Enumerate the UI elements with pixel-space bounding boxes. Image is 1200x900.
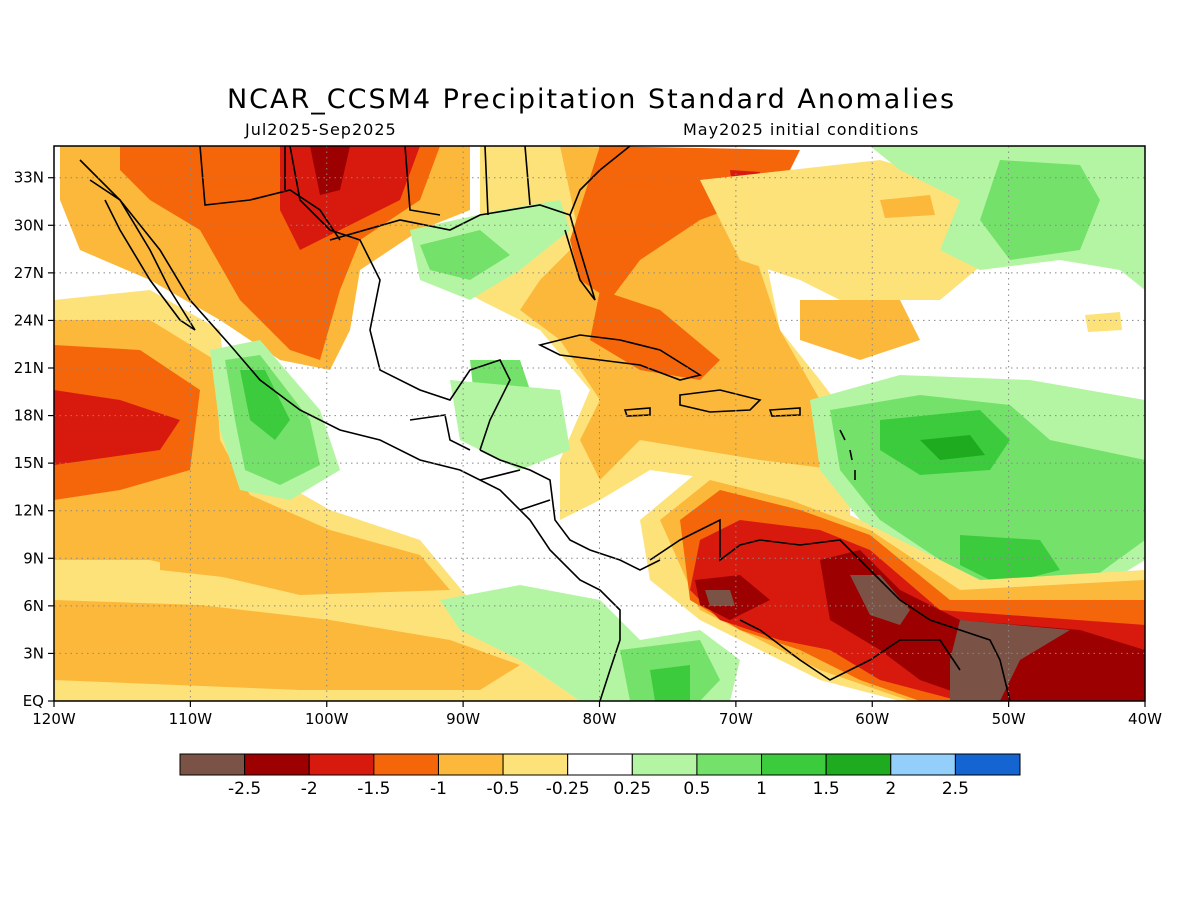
anomaly-atlantic-north-wet2 — [980, 160, 1100, 260]
anomaly-eastpac-band — [160, 540, 440, 585]
lon-tick-label: 90W — [446, 710, 480, 728]
anomaly-atlantic-patch — [800, 300, 920, 360]
colorbar-label: -2 — [301, 779, 318, 799]
colorbar-swatch — [954, 753, 1021, 776]
coastline-central-america — [479, 449, 661, 571]
coastline-jamaica — [623, 407, 651, 417]
border-us-mexico — [199, 146, 341, 241]
anomaly-mexico-core — [280, 146, 420, 250]
lat-tick-label: 3N — [23, 644, 44, 662]
lat-tick-label: 33N — [14, 169, 44, 187]
coastlines — [79, 146, 1011, 701]
lat-tick-label: EQ — [23, 692, 44, 710]
coastline-mexico-pacific — [79, 159, 621, 701]
colorbar-label: 2.5 — [942, 779, 969, 799]
colorbar-swatch — [696, 753, 763, 776]
border-south-america — [739, 619, 961, 681]
anomaly-sam-peak — [850, 575, 910, 625]
border-central-america — [409, 414, 551, 511]
colorbar-label: 0.25 — [613, 779, 651, 799]
border-us-states — [284, 146, 531, 216]
anomaly-atlantic-light — [700, 160, 1000, 300]
colorbar-label: 2 — [885, 779, 896, 799]
coastline-us-gulf — [329, 204, 596, 301]
anomaly-atlantic-east — [1085, 312, 1122, 332]
coastline-south-america — [649, 518, 1011, 701]
lat-tick-label: 27N — [14, 264, 44, 282]
colorbar-swatch — [308, 753, 375, 776]
anomaly-mdr-core-south — [960, 535, 1060, 585]
lat-tick-label: 18N — [14, 407, 44, 425]
coastline-puerto-rico — [768, 407, 801, 417]
coastline-hispaniola — [679, 389, 762, 413]
colorbar-swatch — [244, 753, 310, 776]
gridlines — [54, 146, 1145, 701]
lat-tick-label: 30N — [14, 216, 44, 234]
anomaly-venezuela-peak — [705, 590, 735, 606]
initial-conditions: May2025 initial conditions — [683, 120, 920, 139]
coastline-cuba — [537, 334, 703, 381]
lat-tick-label: 9N — [23, 549, 44, 567]
anomaly-guianas-peak — [950, 620, 1070, 701]
lon-tick-label: 60W — [855, 710, 889, 728]
colorbar-label: 1.5 — [813, 779, 840, 799]
colorbar-swatch — [502, 753, 569, 776]
colorbar-label: -0.5 — [486, 779, 519, 799]
colorbar-swatch — [890, 753, 956, 776]
lat-tick-label: 6N — [23, 597, 44, 615]
anomaly-colombia-core — [650, 665, 690, 701]
anomaly-mexico-extreme — [310, 146, 350, 195]
lon-tick-label: 120W — [32, 710, 76, 728]
lat-tick-label: 15N — [14, 454, 44, 472]
anomaly-eastpac-south — [54, 600, 520, 690]
coastline-baja — [89, 179, 196, 331]
colorbar-label: -1 — [430, 779, 447, 799]
lon-tick-label: 50W — [992, 710, 1026, 728]
colorbar-label: -0.25 — [546, 779, 590, 799]
lon-tick-label: 40W — [1128, 710, 1162, 728]
colorbar-swatch — [373, 753, 439, 776]
colorbar-label: -2.5 — [228, 779, 261, 799]
colorbar-swatch — [437, 753, 504, 776]
colorbar-swatch — [761, 753, 827, 776]
axis-ticks: 120W 110W 100W 90W 80W 70W 60W 50W 40W EQ 3N 6N 9N 12… — [14, 169, 1162, 728]
anomaly-atlantic-dot — [880, 195, 935, 218]
colorbar-swatch — [631, 753, 698, 776]
colorbar-label: -1.5 — [357, 779, 390, 799]
lat-tick-label: 21N — [14, 359, 44, 377]
lon-tick-label: 100W — [305, 710, 349, 728]
colorbar-swatch — [179, 753, 246, 776]
lon-tick-label: 110W — [169, 710, 213, 728]
anomaly-mdr-peak — [920, 435, 985, 460]
colorbar-swatch — [567, 753, 633, 776]
anomaly-eastpac-core — [54, 390, 180, 465]
forecast-period: Jul2025-Sep2025 — [245, 120, 397, 139]
lon-tick-label: 70W — [719, 710, 753, 728]
lon-tick-label: 80W — [583, 710, 617, 728]
map-title: NCAR_CCSM4 Precipitation Standard Anomal… — [226, 84, 957, 115]
colorbar: -2.5 -2 -1.5 -1 -0.5 -0.25 0.25 0.5 1 1.5 2 2.5 — [179, 753, 1021, 799]
anomaly-field — [54, 146, 1145, 701]
anomaly-wmexico-core — [240, 370, 290, 440]
lat-tick-label: 24N — [14, 311, 44, 329]
lat-tick-label: 12N — [14, 502, 44, 520]
coastline-lesser-antilles — [839, 429, 856, 480]
anomaly-bahamas-strong — [590, 290, 720, 380]
anomaly-venezuela-west — [695, 575, 770, 620]
colorbar-label: 1 — [756, 779, 767, 799]
anomaly-gulf-wet-core — [420, 230, 510, 280]
colorbar-swatch — [825, 753, 892, 776]
colorbar-label: 0.5 — [683, 779, 710, 799]
coastline-us-east — [569, 146, 631, 216]
